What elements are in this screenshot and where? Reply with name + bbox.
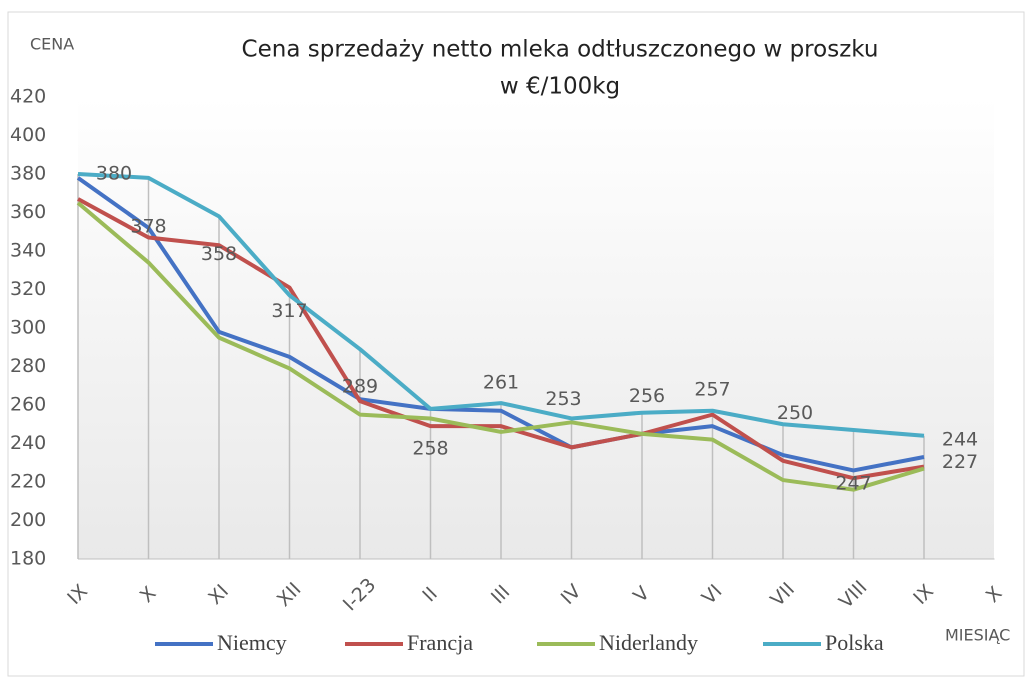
y-tick-label: 240 [10, 432, 46, 454]
x-axis-label: MIESIĄC [945, 626, 1010, 645]
x-tick-label: X [136, 582, 161, 607]
series-line [76, 176, 925, 473]
x-tick-label: III [487, 581, 514, 608]
data-label: 358 [201, 243, 237, 265]
data-label: 317 [271, 300, 307, 322]
series-line [77, 172, 925, 438]
y-tick-label: 380 [10, 163, 46, 185]
data-label: 261 [483, 372, 519, 394]
data-label: 227 [942, 451, 978, 473]
legend-label: Polska [825, 630, 884, 655]
y-tick-label: 340 [10, 240, 46, 262]
legend-label: Francja [407, 630, 473, 655]
legend-label: Niderlandy [599, 630, 698, 655]
y-tick-label: 260 [10, 394, 46, 416]
data-label: 380 [96, 163, 132, 185]
y-axis-label: CENA [30, 35, 74, 54]
chart-title: Cena sprzedaży netto mleka odtłuszczoneg… [242, 37, 879, 63]
series-line [77, 197, 925, 481]
x-tick-label: XII [273, 578, 306, 611]
x-tick-label: I-23 [339, 574, 380, 615]
x-tick-label: VI [698, 580, 727, 609]
x-tick-label: II [418, 583, 441, 606]
series-line [76, 201, 925, 492]
y-tick-label: 200 [10, 509, 46, 531]
x-tick-label: IX [909, 580, 938, 609]
x-tick-label: V [629, 582, 654, 607]
chart-title: w €/100kg [500, 74, 620, 100]
x-tick-label: VII [766, 578, 799, 611]
x-tick-label: X [982, 582, 1007, 607]
legend-label: Niemcy [217, 630, 287, 655]
data-label: 289 [342, 376, 378, 398]
plot-area [78, 97, 994, 559]
x-tick-label: XI [204, 580, 233, 609]
y-tick-label: 320 [10, 278, 46, 300]
data-label: 258 [412, 437, 448, 459]
y-tick-label: 360 [10, 201, 46, 223]
x-tick-label: VIII [835, 576, 872, 613]
y-tick-label: 400 [10, 124, 46, 146]
y-tick-label: 280 [10, 355, 46, 377]
y-tick-label: 300 [10, 317, 46, 339]
data-label: 250 [777, 402, 813, 424]
data-label: 378 [130, 215, 166, 237]
x-tick-label: IX [63, 580, 92, 609]
y-tick-label: 420 [10, 86, 46, 108]
frame [7, 11, 1025, 677]
data-label: 244 [942, 428, 978, 450]
data-label: 257 [694, 378, 730, 400]
data-label: 256 [629, 385, 665, 407]
x-tick-label: IV [557, 580, 586, 609]
data-label: 253 [545, 388, 581, 410]
y-tick-label: 180 [10, 548, 46, 570]
data-label: 247 [835, 473, 871, 495]
y-tick-label: 220 [10, 471, 46, 493]
